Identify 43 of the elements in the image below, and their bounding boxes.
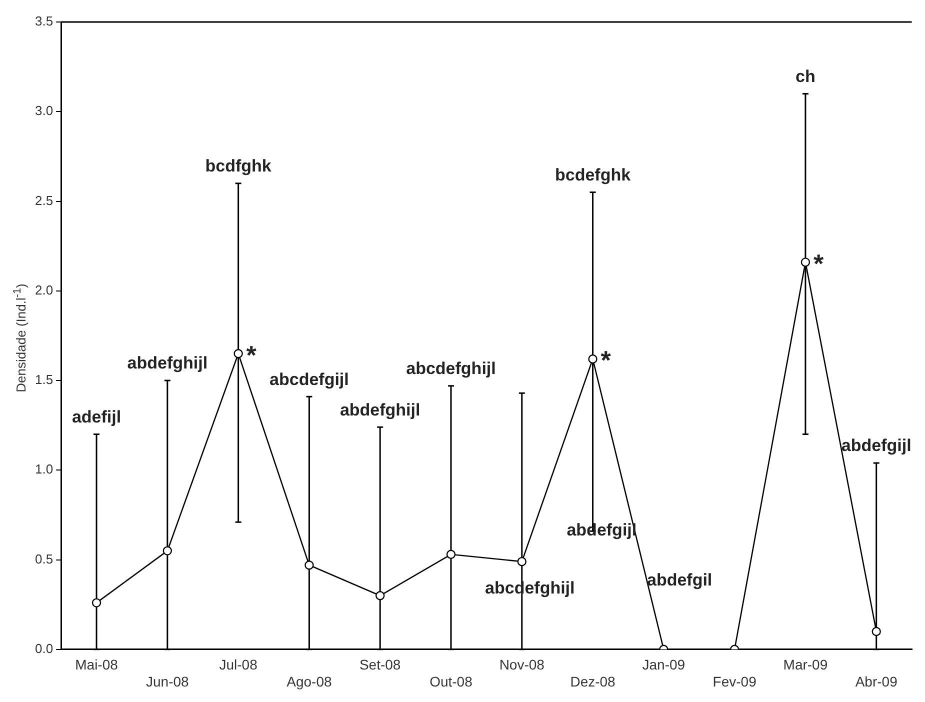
point (162, 546, 172, 556)
annotation: * (600, 345, 612, 376)
annotation: abdefghijl (127, 354, 208, 373)
y-tick-label: 1.5 (34, 372, 54, 388)
x-tick-label: Jun-08 (146, 673, 190, 690)
annotation: abdefghijl (340, 400, 420, 420)
annotation: abcdefghijl (406, 359, 496, 378)
x-tick-label: Dez-08 (570, 673, 616, 690)
annotation: * (813, 248, 824, 278)
x-tick-label: Jul-08 (219, 656, 258, 673)
annotation: bcdefghk (554, 165, 632, 184)
y-tick-label: 2.0 (34, 282, 54, 298)
x-tick-label: Set-08 (359, 656, 401, 673)
annotation: bcdfghk (205, 156, 272, 176)
point (92, 598, 102, 608)
x-tick-label: Abr-09 (855, 673, 898, 690)
y-tick-label: 1.0 (34, 462, 54, 477)
point (234, 349, 243, 358)
x-tick-label: Nov-08 (499, 656, 545, 673)
point (446, 550, 456, 559)
y-tick-label: 0.5 (34, 551, 54, 566)
y-tick-label: 3.0 (34, 103, 54, 118)
point (517, 556, 526, 566)
point (800, 258, 810, 267)
point (872, 626, 881, 636)
annotation: * (246, 340, 258, 370)
x-tick-label: Out-08 (430, 673, 473, 690)
x-tick-label: Mar-09 (783, 656, 828, 673)
x-tick-label: Fev-09 (712, 673, 757, 690)
x-tick-label: Jan-09 (642, 656, 686, 673)
y-tick-label: 2.5 (34, 192, 54, 208)
point (375, 591, 385, 600)
annotation: abdefgil (646, 570, 712, 590)
annotation: ch (796, 66, 816, 86)
annotation: abcdefgijl (270, 370, 349, 389)
annotation: adefijl (72, 407, 122, 426)
point (304, 560, 314, 570)
annotation: abdefgijl (841, 436, 912, 456)
x-tick-label: Ago-08 (286, 673, 332, 690)
y-tick-label: 0.0 (34, 640, 54, 656)
x-tick-label: Mai-08 (75, 656, 118, 673)
y-tick-label: 3.5 (34, 14, 54, 29)
point (588, 354, 598, 364)
